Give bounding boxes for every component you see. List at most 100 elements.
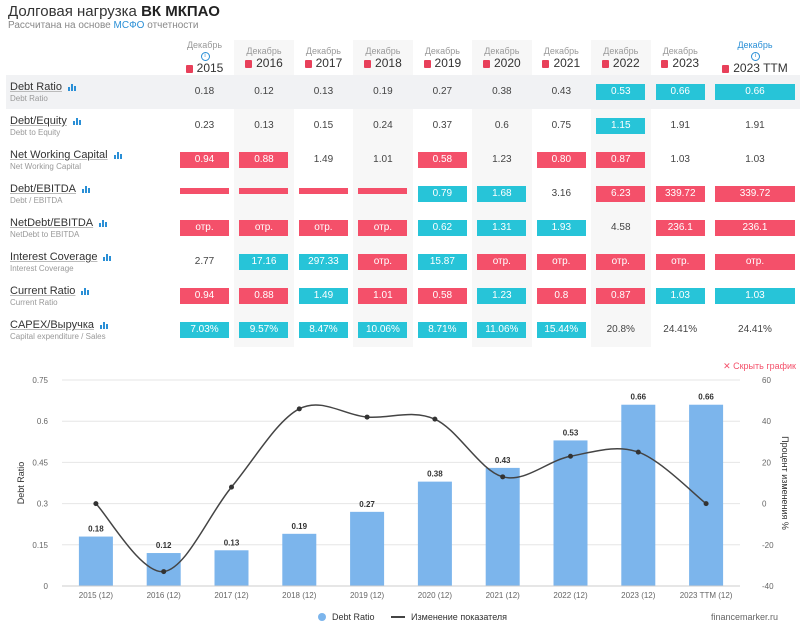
ratio-description: Capital expenditure / Sales: [10, 332, 106, 341]
table-cell: 1.15: [591, 109, 651, 143]
bar-chart-icon[interactable]: [99, 219, 108, 228]
ratio-value: 0.19: [373, 86, 393, 97]
table-cell: 8.47%: [294, 313, 353, 347]
ratio-value: 0.94: [180, 288, 229, 304]
ratio-name-link[interactable]: Net Working Capital: [10, 149, 108, 161]
table-cell: 6.23: [591, 177, 651, 211]
table-cell: 0.12: [234, 75, 294, 109]
table-row: Debt/EBITDA Debt / EBITDA 0.79 1.68 3.16 6.23…: [6, 177, 800, 211]
ratio-value: 1.23: [477, 288, 527, 304]
ratio-value: [298, 187, 348, 194]
ratio-name-link[interactable]: Debt Ratio: [10, 81, 62, 93]
ratio-description: Net Working Capital: [10, 162, 81, 171]
table-cell: 15.44%: [532, 313, 591, 347]
chart-legend: Debt Ratio Изменение показателя: [318, 612, 521, 622]
ratio-value: 1.68: [477, 186, 527, 202]
table-cell: 0.24: [353, 109, 413, 143]
pdf-report-icon[interactable]: [245, 59, 253, 68]
column-year: 2019: [434, 55, 462, 70]
pdf-report-icon[interactable]: [601, 59, 609, 68]
y-tick-label: 0.45: [32, 458, 48, 467]
x-tick-label: 2015 (12): [79, 591, 114, 600]
table-cell: 0.18: [174, 75, 235, 109]
ratio-value: 0.79: [417, 186, 467, 202]
info-icon[interactable]: i: [200, 52, 210, 61]
table-row: Net Working Capital Net Working Capital 0.…: [6, 143, 800, 177]
table-cell: [353, 177, 413, 211]
y-tick-label: 0: [44, 582, 49, 591]
column-year: 2016: [256, 55, 283, 70]
bar-chart-icon[interactable]: [67, 83, 77, 92]
pdf-report-icon[interactable]: [364, 59, 372, 68]
change-point: [568, 453, 573, 459]
ratio-value: 20.8%: [606, 324, 635, 335]
bar-data-label: 0.43: [495, 456, 511, 465]
bar-chart-icon[interactable]: [100, 321, 109, 330]
ratio-name-link[interactable]: CAPEX/Выручка: [10, 319, 94, 331]
bar-chart-icon[interactable]: [81, 287, 90, 296]
legend-item-line[interactable]: Изменение показателя: [391, 612, 507, 622]
bar-chart-icon[interactable]: [103, 253, 112, 262]
bar: [689, 404, 724, 586]
table-cell: 0.80: [532, 143, 591, 177]
pdf-report-icon[interactable]: [482, 59, 490, 68]
ratio-value: 8.47%: [298, 322, 348, 338]
hide-chart-button[interactable]: ✕ Скрыть график: [723, 361, 796, 371]
ratio-value: 339.72: [655, 186, 705, 202]
table-cell: 1.68: [472, 177, 532, 211]
table-cell: 1.01: [353, 279, 413, 313]
column-header-9: Декабрь 2023: [651, 40, 710, 75]
ratio-value: 0.13: [313, 86, 334, 97]
x-tick-label: 2023 TTM (12): [680, 591, 733, 600]
y2-tick-label: -20: [762, 541, 774, 550]
bar-chart-icon[interactable]: [113, 151, 123, 160]
table-cell: 11.06%: [472, 313, 532, 347]
ratio-value: 1.91: [745, 120, 765, 131]
ratio-value: отр.: [596, 254, 646, 270]
change-point: [500, 474, 506, 480]
ratio-value: отр.: [180, 220, 229, 236]
bar-chart-icon[interactable]: [72, 117, 82, 126]
ratio-name-link[interactable]: Interest Coverage: [10, 251, 98, 263]
column-month: Декабрь: [246, 45, 282, 56]
ratio-value: 0.62: [417, 220, 467, 236]
ratio-value: отр.: [477, 254, 527, 270]
legend-line-label: Изменение показателя: [411, 612, 508, 622]
table-cell: 0.58: [413, 279, 472, 313]
column-month: Декабрь: [662, 45, 698, 56]
table-row: Interest Coverage Interest Coverage 2.77 17…: [6, 245, 800, 279]
change-point: [296, 406, 302, 412]
table-cell: 0.66: [709, 75, 800, 109]
ratio-value: 1.49: [313, 154, 334, 165]
ratio-name-link[interactable]: NetDebt/EBITDA: [10, 217, 94, 229]
row-header: CAPEX/Выручка Capital expenditure / Sales: [6, 313, 175, 347]
pdf-report-icon[interactable]: [661, 59, 669, 68]
pdf-report-icon[interactable]: [542, 59, 550, 68]
pdf-report-icon[interactable]: [185, 65, 193, 73]
pdf-report-icon[interactable]: [304, 59, 312, 68]
ratio-value: 0.24: [373, 120, 393, 131]
table-cell: 0.38: [472, 75, 532, 109]
table-cell: 0.94: [175, 143, 234, 177]
ifrs-link[interactable]: МСФО: [113, 20, 145, 31]
ratio-name-link[interactable]: Debt/Equity: [10, 115, 67, 127]
ratio-value: 1.03: [655, 288, 705, 304]
x-tick-label: 2019 (12): [350, 591, 385, 600]
pdf-report-icon[interactable]: [423, 59, 431, 68]
legend-item-bars[interactable]: Debt Ratio: [318, 612, 375, 622]
pdf-report-icon[interactable]: [722, 65, 730, 73]
bar-chart-icon[interactable]: [82, 185, 91, 194]
table-cell: 20.8%: [591, 313, 651, 347]
change-point: [703, 501, 709, 507]
company-name: ВК МКПАО: [141, 3, 220, 20]
ratio-name-link[interactable]: Debt/EBITDA: [10, 183, 77, 195]
info-icon[interactable]: i: [750, 52, 760, 61]
title-prefix: Долговая нагрузка: [8, 3, 137, 20]
column-month: Декабрь: [484, 45, 520, 56]
ratio-description: Debt to Equity: [10, 128, 61, 137]
bar-data-label: 0.38: [427, 470, 443, 479]
y-tick-label: 0.15: [32, 541, 48, 550]
ratio-name-link[interactable]: Current Ratio: [10, 285, 76, 297]
ratio-value: 1.93: [536, 220, 586, 236]
ratio-value: 1.03: [714, 288, 795, 304]
